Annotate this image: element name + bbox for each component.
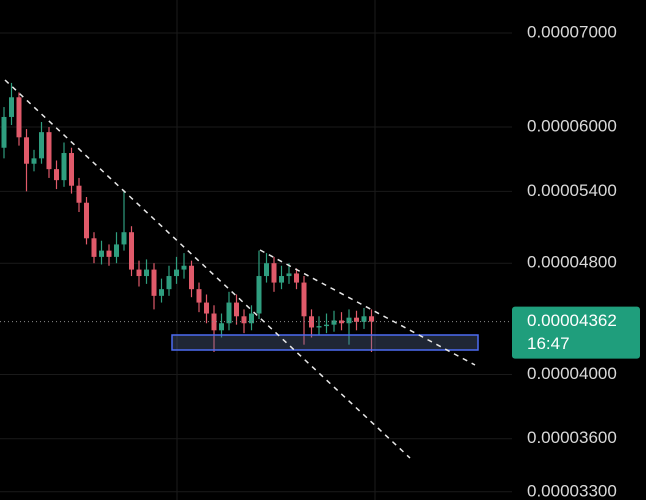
candle-body [16, 97, 22, 138]
candle-body [189, 265, 194, 290]
candle-body [31, 158, 37, 164]
candle-body [196, 289, 202, 303]
candle-body [136, 269, 142, 277]
candle-body [106, 250, 112, 257]
candle-body [46, 132, 52, 170]
trendline [4, 79, 411, 459]
y-tick-label: 0.00003300 [527, 481, 617, 500]
candle-body [54, 169, 59, 181]
trendline [259, 249, 476, 366]
candle-body [301, 282, 307, 317]
candle-body [256, 276, 262, 314]
countdown: 16:47 [527, 334, 570, 353]
candle-body [61, 153, 67, 181]
candle-body [294, 273, 299, 283]
candle-body [226, 302, 232, 324]
candle-body [286, 273, 292, 277]
candle-body [69, 153, 74, 186]
candle-body [114, 244, 119, 257]
candle-body [151, 269, 157, 296]
candle-body [346, 317, 352, 324]
candle-body [1, 116, 7, 148]
plot [0, 32, 512, 493]
last-price-box [512, 306, 640, 359]
candle-body [24, 137, 29, 164]
candle-body [241, 316, 247, 324]
candle-body [84, 202, 89, 239]
candle-body [324, 324, 329, 327]
candle-body [211, 313, 217, 331]
candle-body [166, 276, 172, 290]
candle-body [204, 302, 209, 314]
candle-body [309, 316, 314, 328]
candle-body [9, 97, 14, 117]
candle-body [249, 313, 254, 324]
candle-body [144, 269, 149, 277]
candle-body [219, 323, 224, 331]
candle-body [181, 265, 187, 270]
candle-body [264, 263, 269, 277]
y-tick-label: 0.00005400 [527, 181, 617, 200]
candle-body [76, 185, 82, 203]
candle-body [174, 269, 179, 277]
candle-body [234, 302, 239, 317]
candle-body [39, 132, 44, 159]
candle-body [354, 317, 359, 322]
y-tick-label: 0.00006000 [527, 117, 617, 136]
candle-body [159, 289, 164, 296]
candle-body [91, 238, 97, 257]
y-tick-label: 0.00004000 [527, 364, 617, 383]
candle-body [339, 320, 344, 324]
candle-body [361, 316, 367, 322]
candle-body [121, 232, 127, 245]
y-tick-label: 0.00003600 [527, 428, 617, 447]
last-price-label: 0.00004362 [527, 311, 617, 330]
price-label: 0.00004362 16:47 [512, 306, 640, 359]
candle-body [129, 232, 134, 270]
candle-body [369, 316, 374, 322]
candle-body [99, 250, 104, 257]
candle-body [279, 276, 284, 283]
range-box [171, 334, 479, 351]
candle-body [271, 263, 277, 283]
candle-body [316, 326, 322, 328]
candle-body [331, 320, 337, 325]
y-tick-label: 0.00007000 [527, 22, 617, 41]
y-tick-label: 0.00004800 [527, 253, 617, 272]
